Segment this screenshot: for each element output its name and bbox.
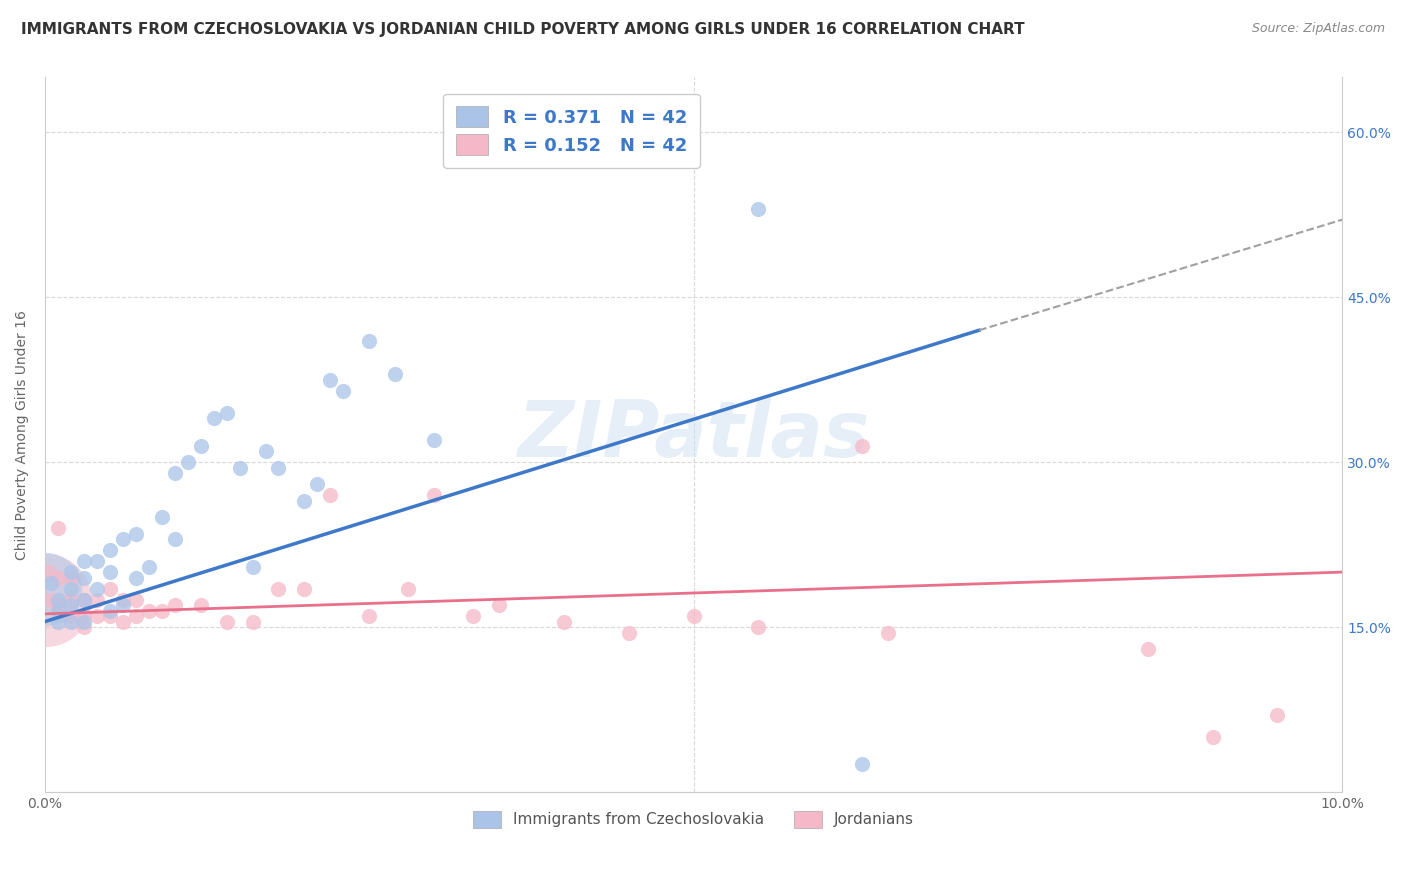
Point <box>125 592 148 607</box>
Point <box>59 609 82 624</box>
Point <box>138 559 160 574</box>
Point <box>877 625 900 640</box>
Point <box>86 609 108 624</box>
Point <box>98 582 121 596</box>
Point <box>461 609 484 624</box>
Point <box>46 592 69 607</box>
Point <box>111 615 134 629</box>
Text: ZIPatlas: ZIPatlas <box>517 397 870 473</box>
Point <box>138 604 160 618</box>
Point <box>242 559 264 574</box>
Point <box>73 592 96 607</box>
Point <box>111 592 134 607</box>
Point <box>98 543 121 558</box>
Point <box>267 582 290 596</box>
Point <box>111 598 134 612</box>
Point <box>86 592 108 607</box>
Point <box>46 598 69 612</box>
Point <box>267 460 290 475</box>
Point <box>163 466 186 480</box>
Point <box>38 565 60 579</box>
Point <box>553 615 575 629</box>
Point <box>215 406 238 420</box>
Point <box>851 439 873 453</box>
Point <box>98 604 121 618</box>
Point <box>46 615 69 629</box>
Point <box>307 477 329 491</box>
Point <box>190 439 212 453</box>
Point <box>73 609 96 624</box>
Point <box>98 609 121 624</box>
Point <box>1201 730 1223 744</box>
Point <box>41 576 63 591</box>
Point <box>59 615 82 629</box>
Point <box>1267 708 1289 723</box>
Text: Source: ZipAtlas.com: Source: ZipAtlas.com <box>1251 22 1385 36</box>
Point <box>215 615 238 629</box>
Point <box>46 604 69 618</box>
Point <box>488 598 510 612</box>
Point <box>423 433 446 447</box>
Point <box>73 615 96 629</box>
Point <box>98 565 121 579</box>
Point <box>254 444 277 458</box>
Y-axis label: Child Poverty Among Girls Under 16: Child Poverty Among Girls Under 16 <box>15 310 30 559</box>
Point <box>202 411 225 425</box>
Point <box>125 526 148 541</box>
Point <box>163 532 186 546</box>
Point <box>319 373 342 387</box>
Point <box>682 609 704 624</box>
Point <box>319 488 342 502</box>
Point <box>59 592 82 607</box>
Point <box>41 592 63 607</box>
Point <box>851 757 873 772</box>
Point <box>73 592 96 607</box>
Point <box>228 460 250 475</box>
Point <box>747 620 769 634</box>
Text: IMMIGRANTS FROM CZECHOSLOVAKIA VS JORDANIAN CHILD POVERTY AMONG GIRLS UNDER 16 C: IMMIGRANTS FROM CZECHOSLOVAKIA VS JORDAN… <box>21 22 1025 37</box>
Point <box>150 604 173 618</box>
Point <box>125 571 148 585</box>
Point <box>617 625 640 640</box>
Point <box>332 384 354 398</box>
Point <box>46 521 69 535</box>
Point <box>163 598 186 612</box>
Point <box>59 598 82 612</box>
Point <box>396 582 419 596</box>
Point <box>46 571 69 585</box>
Point <box>86 582 108 596</box>
Point <box>384 368 406 382</box>
Point <box>359 609 381 624</box>
Point <box>190 598 212 612</box>
Point <box>176 455 198 469</box>
Point <box>73 571 96 585</box>
Point <box>111 532 134 546</box>
Point <box>125 609 148 624</box>
Point <box>59 565 82 579</box>
Point <box>294 493 316 508</box>
Point <box>86 554 108 568</box>
Point <box>294 582 316 596</box>
Point <box>59 571 82 585</box>
Point <box>34 582 56 596</box>
Point <box>34 592 56 607</box>
Point <box>150 510 173 524</box>
Point <box>1136 642 1159 657</box>
Legend: Immigrants from Czechoslovakia, Jordanians: Immigrants from Czechoslovakia, Jordania… <box>467 805 921 834</box>
Point <box>359 334 381 349</box>
Point <box>73 554 96 568</box>
Point <box>423 488 446 502</box>
Point <box>73 620 96 634</box>
Point <box>242 615 264 629</box>
Point <box>59 582 82 596</box>
Point <box>747 202 769 217</box>
